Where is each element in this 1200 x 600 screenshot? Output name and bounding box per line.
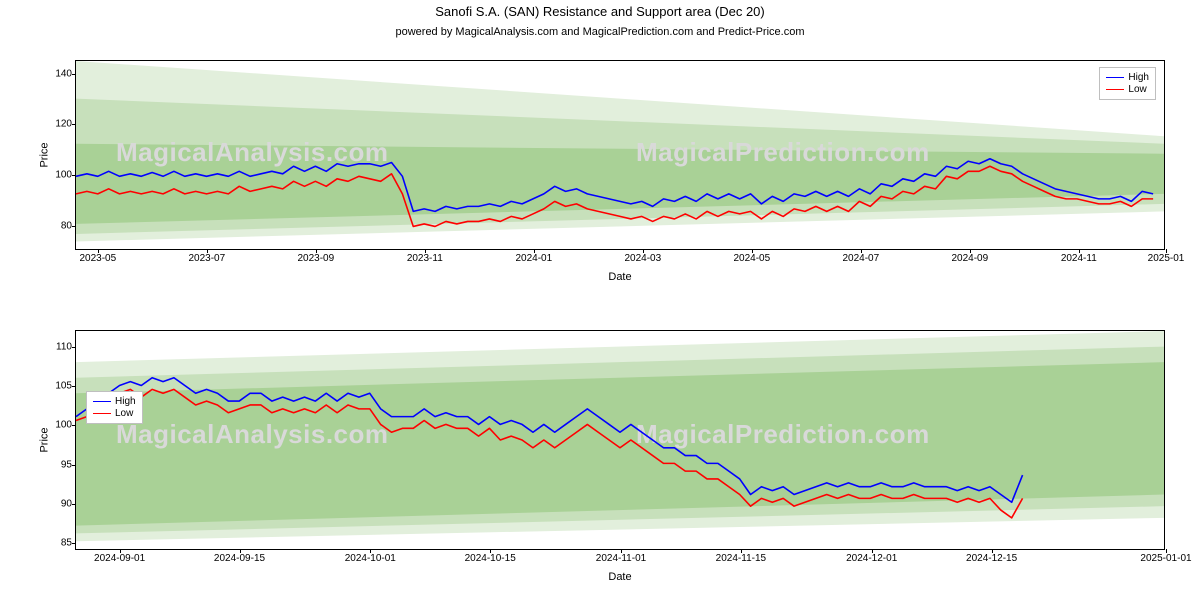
- legend-item: Low: [93, 408, 136, 419]
- chart-title: Sanofi S.A. (SAN) Resistance and Support…: [0, 4, 1200, 19]
- subplot-top: MagicalAnalysis.comMagicalPrediction.com…: [75, 60, 1165, 250]
- x-axis-label: Date: [608, 571, 631, 583]
- chart-subtitle: powered by MagicalAnalysis.com and Magic…: [0, 26, 1200, 38]
- figure: Sanofi S.A. (SAN) Resistance and Support…: [0, 0, 1200, 600]
- legend-item: High: [93, 396, 136, 407]
- x-axis-label: Date: [608, 271, 631, 283]
- price-lines: [76, 61, 1164, 249]
- subplot-bottom: MagicalAnalysis.comMagicalPrediction.com…: [75, 330, 1165, 550]
- y-axis-label: Price: [39, 142, 51, 167]
- legend-item: High: [1106, 72, 1149, 83]
- legend: HighLow: [1099, 67, 1156, 100]
- legend-item: Low: [1106, 84, 1149, 95]
- price-lines: [76, 331, 1164, 549]
- legend: HighLow: [86, 391, 143, 424]
- y-axis-label: Price: [39, 427, 51, 452]
